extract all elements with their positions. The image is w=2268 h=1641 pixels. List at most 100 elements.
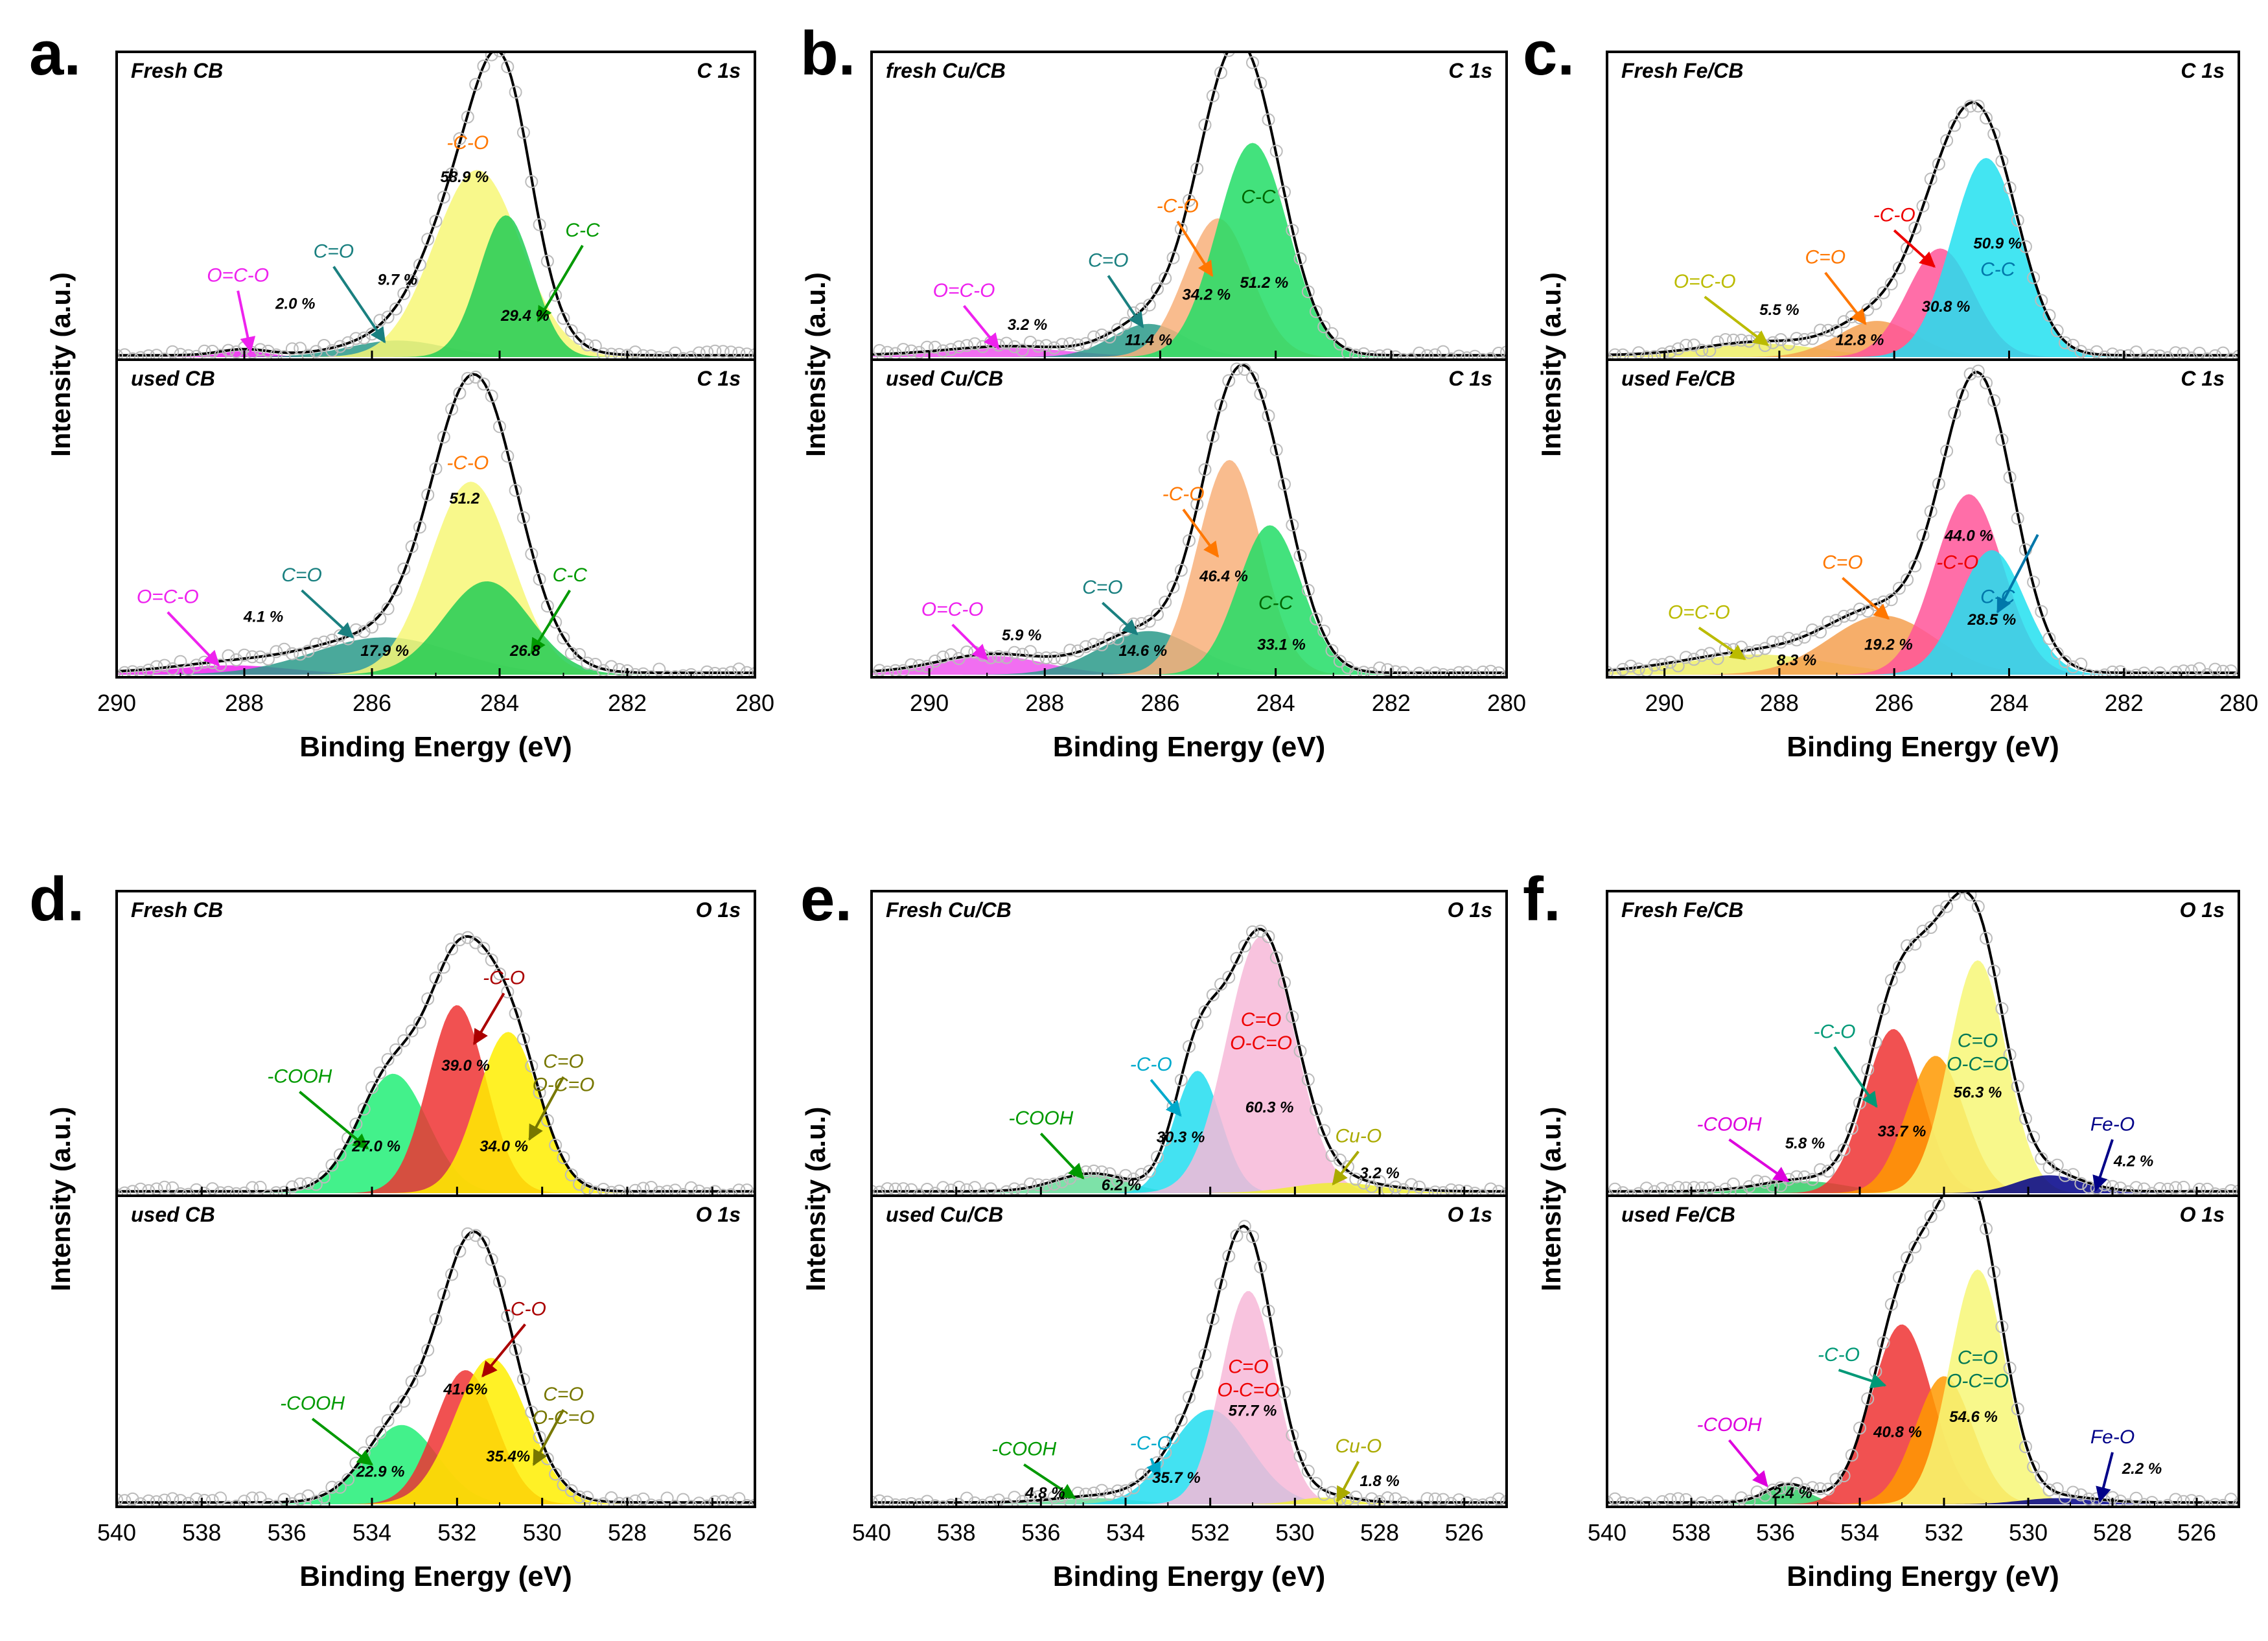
panel-letter: e. xyxy=(800,865,852,934)
raw-data-point xyxy=(1822,1165,1835,1178)
raw-data-point xyxy=(1695,1496,1709,1507)
raw-data-point xyxy=(205,1494,219,1507)
raw-data-point xyxy=(1428,348,1442,360)
raw-data-point xyxy=(897,1498,910,1507)
raw-data-point xyxy=(1230,362,1244,376)
peak-arrow xyxy=(962,305,1000,349)
raw-data-point xyxy=(453,132,467,145)
peak-percentage: 22.9 % xyxy=(356,1463,405,1481)
raw-data-point xyxy=(429,1312,443,1326)
raw-data-point xyxy=(1987,964,2001,978)
raw-data-point xyxy=(1325,1148,1339,1162)
raw-data-point xyxy=(373,1426,387,1439)
raw-data-point xyxy=(1956,106,1969,119)
x-tick-label: 526 xyxy=(2177,1519,2216,1546)
raw-data-point xyxy=(222,649,235,662)
raw-data-point xyxy=(2232,349,2239,360)
raw-data-point xyxy=(1056,652,1069,666)
raw-data-point xyxy=(1639,1181,1653,1195)
raw-data-point xyxy=(1805,1481,1819,1495)
raw-data-point xyxy=(501,60,515,74)
raw-data-point xyxy=(2035,605,2048,618)
raw-data-point xyxy=(1861,1063,1875,1077)
raw-data-point xyxy=(294,1493,307,1506)
raw-data-point xyxy=(716,345,730,358)
raw-data-point xyxy=(557,631,570,645)
raw-data-point xyxy=(1071,644,1085,658)
raw-data-point xyxy=(1222,374,1236,388)
raw-data-point xyxy=(905,658,918,671)
raw-data-point xyxy=(1079,1487,1093,1501)
raw-data-point xyxy=(1963,367,1977,380)
raw-data-point xyxy=(1039,651,1053,664)
raw-data-point xyxy=(740,347,754,360)
raw-data-point xyxy=(1869,1035,1882,1049)
spectrum-fresh: -COOH 6.2 % -C-O 30.3 % C=O O-C=O 60.3 % Cu-O 3.… xyxy=(872,898,1507,1196)
region-label: C 1s xyxy=(1448,367,1492,390)
raw-data-point xyxy=(1790,1170,1803,1183)
raw-data-point xyxy=(1648,1500,1661,1507)
raw-data-point xyxy=(453,386,467,400)
raw-data-point xyxy=(888,1498,902,1507)
raw-data-point xyxy=(1365,1492,1378,1506)
raw-data-point xyxy=(1103,1487,1117,1501)
raw-data-point xyxy=(525,175,538,189)
peak-label-line: C=O xyxy=(314,240,354,262)
raw-data-point xyxy=(1262,409,1275,423)
peak-label-line: -C-O xyxy=(1818,1344,1860,1366)
raw-data-point xyxy=(270,645,283,658)
x-tick-label: 532 xyxy=(437,1519,476,1546)
raw-data-point xyxy=(881,666,894,677)
raw-data-point xyxy=(1278,976,1291,990)
raw-data-point xyxy=(1624,1497,1637,1507)
peak-label: Cu-O xyxy=(1335,1126,1382,1147)
raw-data-point xyxy=(952,1498,966,1507)
region-label: O 1s xyxy=(1448,898,1492,922)
peak-arrow xyxy=(1146,1458,1161,1478)
raw-data-point xyxy=(1039,339,1053,353)
raw-data-point xyxy=(174,1494,187,1507)
peak-percentage: 33.7 % xyxy=(1878,1123,1927,1140)
x-axis-title: Binding Energy (eV) xyxy=(1053,731,1325,763)
raw-data-point xyxy=(2011,1402,2024,1415)
peak-percentage: 11.4 % xyxy=(1125,331,1172,349)
raw-data-point xyxy=(1924,1210,1938,1224)
raw-data-point xyxy=(2082,349,2096,360)
raw-data-point xyxy=(636,667,650,677)
raw-data-point xyxy=(2003,181,2017,194)
raw-data-point xyxy=(612,1184,626,1196)
raw-data-point xyxy=(294,1177,307,1191)
raw-data-point xyxy=(1790,633,1803,647)
raw-data-point xyxy=(238,648,251,662)
raw-data-point xyxy=(621,1496,634,1507)
x-tick-label: 286 xyxy=(1875,690,1914,716)
raw-data-point xyxy=(1837,1469,1851,1483)
raw-data-point xyxy=(118,1186,132,1196)
raw-data-point xyxy=(246,1491,259,1505)
raw-data-point xyxy=(1679,651,1693,664)
raw-data-point xyxy=(2216,346,2230,360)
raw-data-point xyxy=(373,612,387,625)
raw-data-point xyxy=(1056,338,1069,351)
raw-data-point xyxy=(397,1034,411,1047)
peak-component xyxy=(117,482,755,675)
spectrum-used: -COOH 22.9 % -C-O 41.6% C=O O-C=O 35.4% used CB… xyxy=(117,1203,755,1507)
peak-percentage: 1.8 % xyxy=(1360,1472,1399,1490)
raw-data-point xyxy=(1782,631,1796,645)
raw-data-point xyxy=(214,1491,227,1505)
raw-data-point xyxy=(2208,349,2222,360)
raw-data-point xyxy=(1269,1345,1283,1359)
peak-label-line: C-C xyxy=(553,564,588,586)
peak-label-line: -C-O xyxy=(1936,552,1978,574)
raw-data-point xyxy=(636,1181,650,1195)
peak-label-line: -COOH xyxy=(267,1066,332,1088)
peak-arrow xyxy=(1842,577,1890,620)
raw-data-point xyxy=(2114,665,2127,677)
peak-label: O=C-O xyxy=(1668,602,1730,623)
raw-data-point xyxy=(525,1405,538,1419)
raw-data-point xyxy=(365,1434,378,1448)
raw-data-point xyxy=(1174,563,1188,577)
peak-label-line: O=C-O xyxy=(1668,602,1730,623)
raw-data-point xyxy=(1174,1073,1188,1087)
raw-data-point xyxy=(1948,406,1961,420)
